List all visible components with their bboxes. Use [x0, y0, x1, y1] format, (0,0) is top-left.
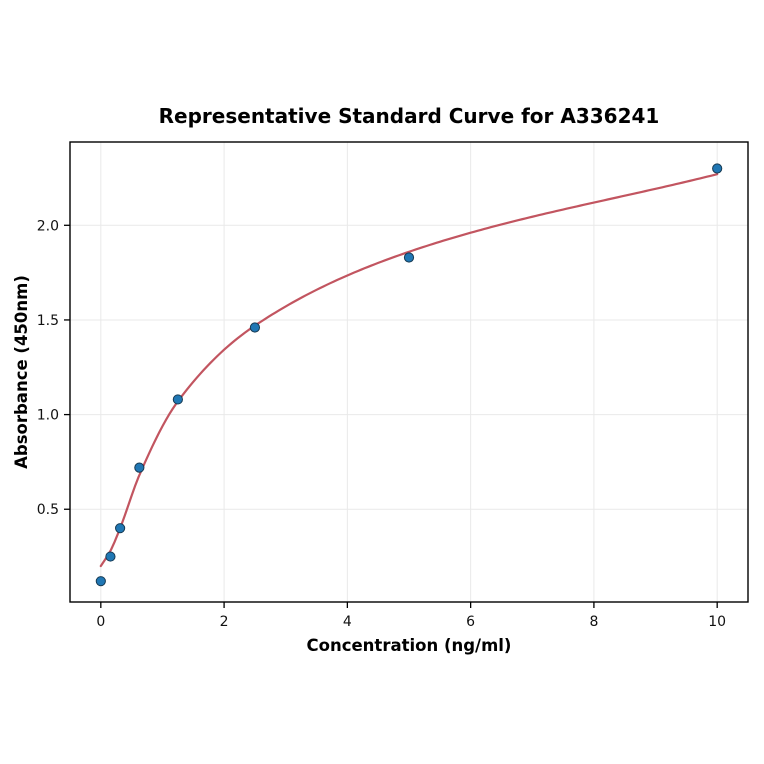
y-tick-label: 1.0: [37, 408, 59, 424]
data-point: [172, 394, 183, 405]
chart-title: Representative Standard Curve for A33624…: [159, 104, 660, 128]
y-axis-label: Absorbance (450nm): [12, 275, 31, 469]
x-tick-label: 4: [343, 614, 352, 630]
x-axis-label: Concentration (ng/ml): [307, 636, 512, 655]
data-point: [712, 163, 723, 174]
y-tick-label: 2.0: [37, 218, 59, 234]
data-point: [105, 551, 116, 562]
x-tick-label: 10: [708, 614, 726, 630]
data-point: [249, 322, 261, 333]
y-tick-label: 1.5: [37, 313, 59, 329]
x-tick-label: 0: [96, 614, 105, 630]
plot-frame: [69, 141, 749, 603]
data-point: [115, 523, 126, 534]
plot-area: 0 2 4 6 8 10 0.5 1.0 1.5 2.0: [37, 141, 749, 630]
fit-curve-line: [99, 173, 719, 568]
y-tick-label: 0.5: [37, 502, 59, 518]
data-point: [403, 252, 415, 263]
x-tick-label: 2: [220, 614, 229, 630]
x-tick-label: 8: [589, 614, 598, 630]
x-tick-label: 6: [466, 614, 475, 630]
data-point: [95, 576, 106, 587]
data-point: [134, 462, 145, 473]
